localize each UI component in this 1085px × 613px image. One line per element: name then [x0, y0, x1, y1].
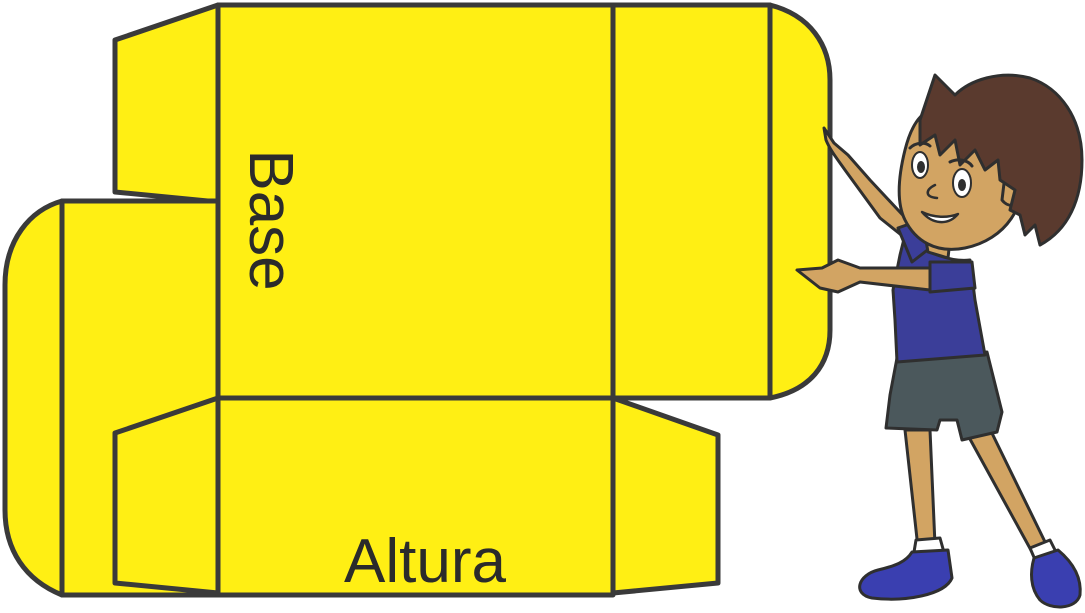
bottom-left-flap [112, 395, 221, 596]
shorts [884, 350, 1004, 442]
box-net [2, 2, 833, 598]
front-sleeve [928, 260, 977, 294]
lower-arm-pushing [795, 258, 942, 294]
left-shoe [858, 548, 954, 601]
right-leg [963, 423, 1050, 554]
mouth [920, 210, 960, 224]
altura-face [215, 395, 616, 598]
base-label: Base [236, 149, 305, 290]
hair [918, 73, 1084, 247]
left-leg [903, 428, 937, 550]
right-side-face [610, 2, 773, 401]
upper-arm-reaching [822, 126, 914, 240]
boy-figure [795, 73, 1084, 609]
right-pupil [958, 179, 966, 191]
bottom-right-flap [610, 395, 721, 596]
left-pupil [917, 161, 925, 173]
top-left-flap [112, 2, 221, 205]
right-rounded-flap [767, 2, 833, 401]
nose [926, 183, 939, 200]
altura-label: Altura [344, 527, 506, 596]
right-shoe [1030, 548, 1082, 609]
base-face [215, 2, 616, 401]
eyebrows [908, 141, 974, 168]
